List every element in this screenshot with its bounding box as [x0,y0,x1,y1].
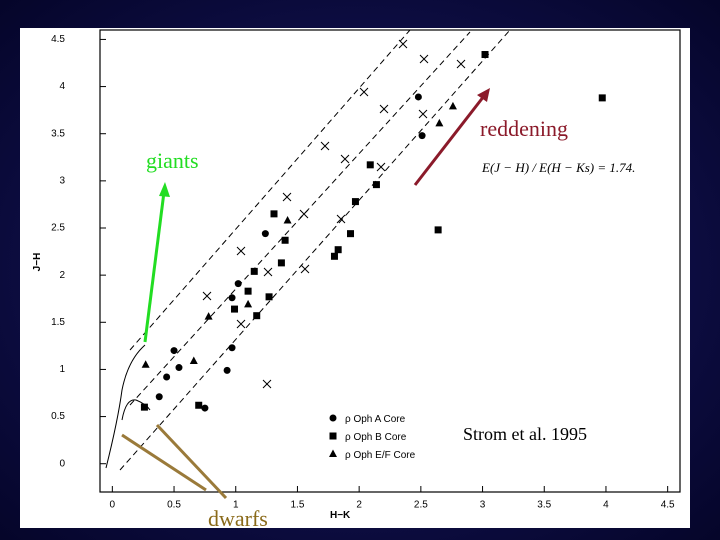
dwarfs-label: dwarfs [208,506,268,531]
point [244,287,252,295]
y-tick-label: 0.5 [51,411,65,422]
point [418,132,426,140]
point [277,259,285,267]
point [201,404,209,412]
y-tick-label: 3 [59,175,65,186]
point [253,312,261,320]
legend-label: ρ Oph A Core [345,414,406,425]
point [140,403,148,411]
point [434,226,442,234]
point [204,312,213,320]
y-tick-label: 0 [59,458,65,469]
equation: E(J − H) / E(H − Ks) = 1.74. [481,160,635,175]
point [481,51,489,59]
point [170,347,178,355]
x-tick-label: 3 [480,500,486,511]
giants-arrowhead [159,182,170,197]
point [281,236,289,244]
point [228,344,236,352]
source-label: Strom et al. 1995 [463,424,587,444]
point [329,414,337,422]
point [598,94,606,102]
legend-label: ρ Oph E/F Core [345,450,416,461]
point [414,93,422,101]
point [265,293,273,301]
x-tick-label: 0 [110,500,116,511]
point [334,246,342,254]
legend-label: ρ Oph B Core [345,432,407,443]
point [261,230,269,238]
panel [20,28,690,528]
y-tick-label: 4 [59,81,65,92]
y-tick-label: 1 [59,364,65,375]
point [195,401,203,409]
frame [99,29,681,493]
plot: 0 0.5 1 1.5 2 2.5 3 3.5 4 4.5 0 0.5 1 1.5 2 2.5 3 3.5 4 4.5 [51,34,675,511]
point [223,366,231,374]
reddening-band [119,29,511,471]
y-tick-label: 1.5 [51,317,65,328]
point [231,305,239,313]
reddening-arrow [413,95,486,186]
y-tick-label: 2.5 [51,223,65,234]
x-tick-label: 0.5 [167,500,181,511]
crosses [202,39,466,389]
point [448,101,457,110]
point [163,373,171,381]
point [329,449,337,457]
point [141,360,150,368]
dwarfs-arrow [155,423,228,500]
giants-arrow [143,191,166,343]
x-tick-label: 4 [603,500,609,511]
x-tick-label: 4.5 [661,500,675,511]
point [234,280,242,288]
dwarfs-arrow [121,433,207,492]
x-axis-label: H−K [330,510,351,521]
x-tick-label: 2.5 [414,500,428,511]
point [435,118,444,127]
x-tick-label: 3.5 [537,500,551,511]
point [270,210,278,218]
x-tick-label: 1.5 [290,500,304,511]
giants-label: giants [146,148,199,173]
point [351,198,359,206]
point [250,267,258,275]
legend: ρ Oph A Core ρ Oph B Core ρ Oph E/F Core [329,414,416,461]
y-tick-label: 3.5 [51,128,65,139]
point [155,393,163,401]
x-tick-label: 2 [356,500,362,511]
point [175,364,183,372]
point [283,215,292,224]
point [244,299,253,308]
point [366,161,374,169]
point [228,294,236,302]
reddening-arrowhead [477,88,490,102]
y-axis-label: J−H [32,253,43,272]
point [329,432,337,440]
point [330,252,338,260]
point [347,230,355,238]
y-tick-label: 2 [59,270,65,281]
point [189,356,198,364]
x-tick-label: 1 [233,500,239,511]
point [372,181,380,189]
reddening-label: reddening [480,116,568,141]
y-tick-label: 4.5 [51,34,65,45]
